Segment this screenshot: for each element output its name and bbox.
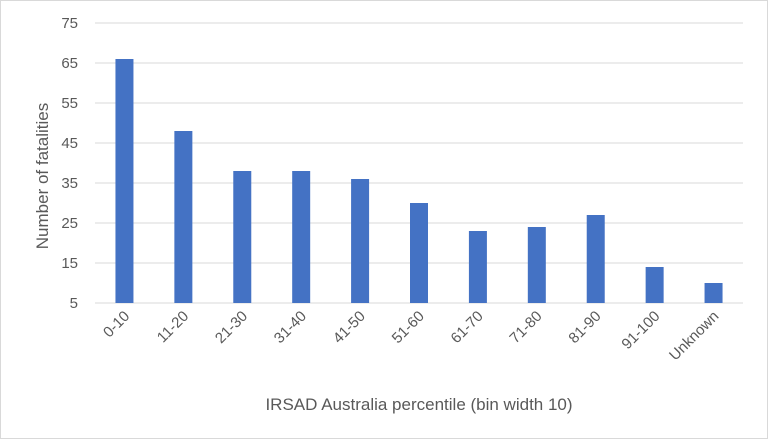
x-tick-label: Unknown (666, 308, 722, 364)
bar-unknown (704, 283, 723, 303)
x-tick-label: 21-30 (212, 308, 251, 347)
y-axis-ticks: 5 15 25 35 45 55 65 75 (61, 15, 78, 312)
bar-71-80 (527, 227, 546, 303)
x-tick-label: 41-50 (330, 308, 369, 347)
bar-61-70 (468, 231, 487, 303)
x-tick-label: 11-20 (154, 308, 192, 346)
bars (115, 59, 723, 303)
x-axis-ticks: 0-10 11-20 21-30 31-40 41-50 51-60 61-70 71-80 8… (100, 308, 722, 364)
y-tick-label: 55 (61, 95, 78, 112)
x-tick-label: 0-10 (100, 308, 133, 341)
x-tick-label: 61-70 (448, 308, 487, 347)
y-tick-label: 75 (61, 15, 78, 32)
bar-11-20 (174, 131, 193, 303)
x-tick-label: 81-90 (565, 308, 604, 347)
x-tick-label: 31-40 (271, 308, 310, 347)
bar-41-50 (351, 179, 370, 303)
y-tick-label: 45 (61, 135, 78, 152)
bar-0-10 (115, 59, 134, 303)
bar-81-90 (586, 215, 605, 303)
x-axis-title: IRSAD Australia percentile (bin width 10… (265, 395, 572, 414)
x-tick-label: 71-80 (506, 308, 545, 347)
y-tick-label: 5 (70, 295, 78, 312)
x-tick-label: 91-100 (618, 308, 663, 353)
bar-31-40 (292, 171, 311, 303)
y-axis-title: Number of fatalities (33, 103, 52, 249)
y-tick-label: 65 (61, 55, 78, 72)
bar-51-60 (410, 203, 428, 303)
bar-91-100 (645, 267, 664, 303)
bar-21-30 (233, 171, 252, 303)
y-tick-label: 15 (61, 255, 78, 272)
y-tick-label: 25 (61, 215, 78, 232)
x-tick-label: 51-60 (389, 308, 428, 347)
y-tick-label: 35 (61, 175, 78, 192)
